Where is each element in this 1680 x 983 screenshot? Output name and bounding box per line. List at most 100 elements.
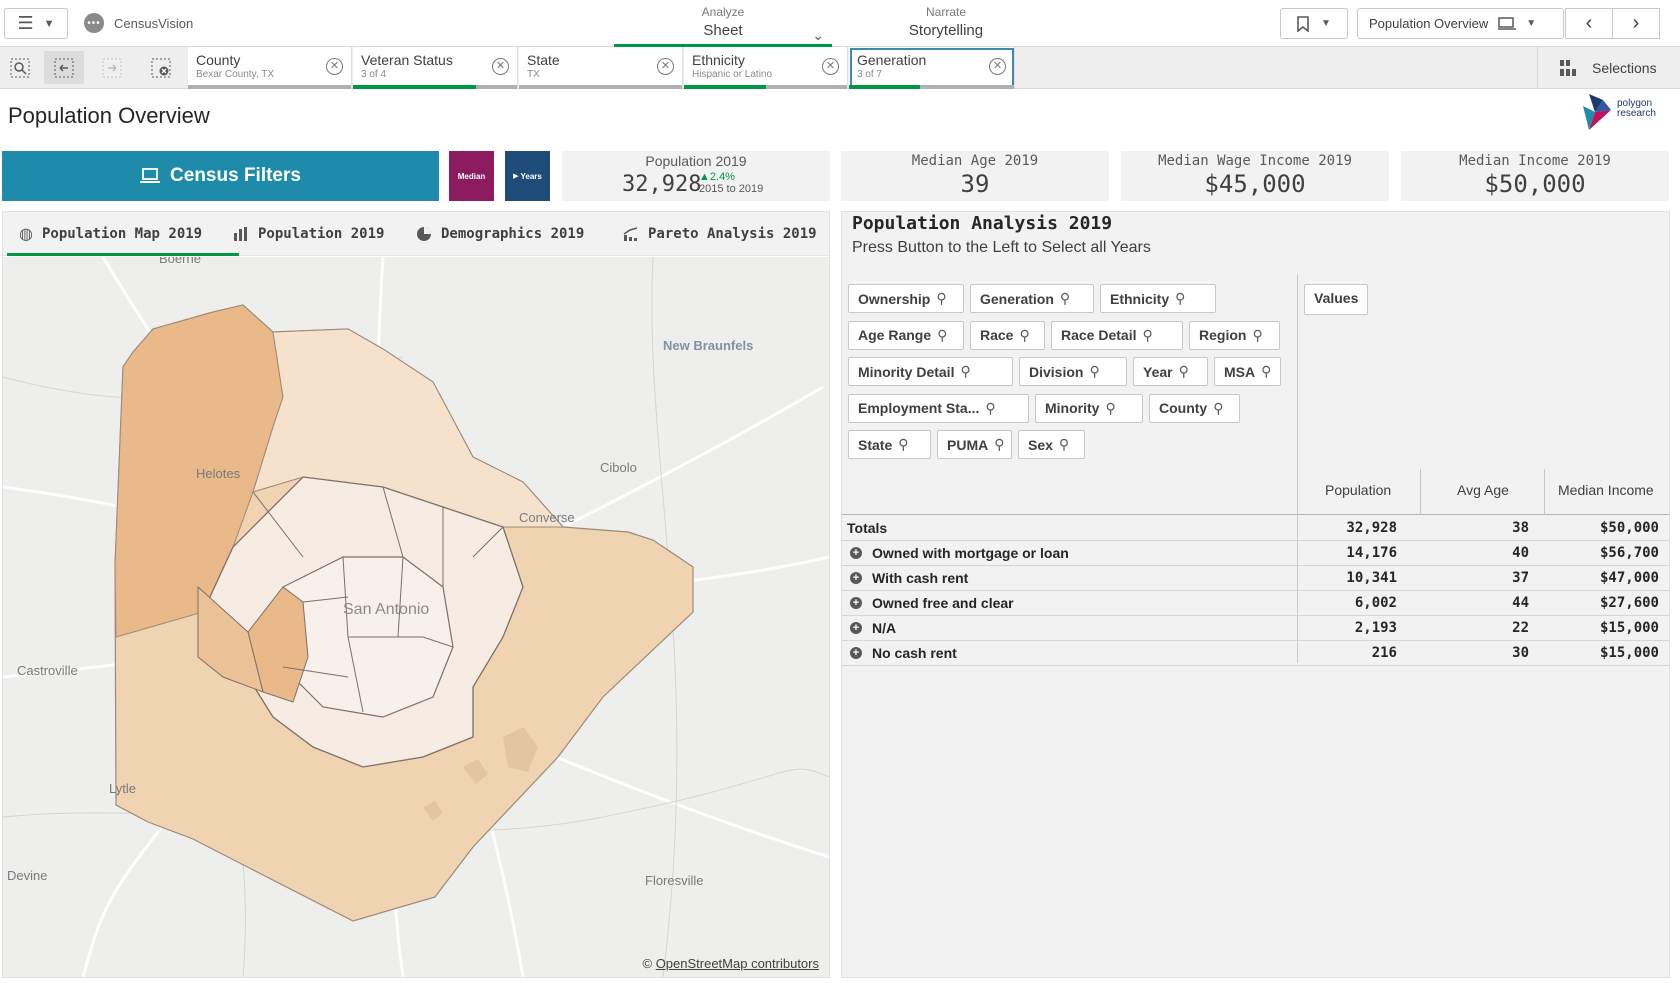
row-label[interactable]: N/A xyxy=(872,620,897,636)
search-icon[interactable]: ⚲ xyxy=(985,399,996,416)
search-icon[interactable]: ⚲ xyxy=(1059,290,1071,306)
dimension-minority[interactable]: Minority ⚲ xyxy=(1035,393,1143,423)
dimension-employment-sta[interactable]: Employment Sta... ⚲ xyxy=(848,393,1029,423)
median-label: Median xyxy=(457,171,486,181)
row-label[interactable]: With cash rent xyxy=(872,570,969,586)
search-icon[interactable]: ⚲ xyxy=(936,290,947,306)
map-canvas[interactable]: New Braunfels Helotes Cibolo Converse Sa… xyxy=(2,251,830,978)
expand-icon[interactable]: + xyxy=(850,622,862,634)
dimension-minority-detail[interactable]: Minority Detail ⚲ xyxy=(848,357,1013,386)
column-header-median-income[interactable]: Median Income xyxy=(1558,482,1654,498)
population-map[interactable]: New Braunfels Helotes Cibolo Converse Sa… xyxy=(2,251,830,978)
tab-demographics[interactable]: Demographics 2019 xyxy=(416,212,584,256)
clear-all-tool[interactable] xyxy=(141,51,181,84)
chip-value: 3 of 7 xyxy=(857,69,883,80)
median-button[interactable]: Median xyxy=(449,151,494,201)
place-label: Lytle xyxy=(109,781,136,796)
selection-chip-generation[interactable]: Generation 3 of 7 ✕ xyxy=(849,47,1015,89)
page-title: Population Overview xyxy=(8,103,210,128)
column-header-population[interactable]: Population xyxy=(1325,482,1392,498)
search-icon[interactable]: ⚲ xyxy=(1105,399,1116,416)
tab-pareto[interactable]: Pareto Analysis 2019 xyxy=(623,212,817,256)
search-icon[interactable]: ⚲ xyxy=(1019,326,1030,343)
clear-selections-icon xyxy=(151,58,171,77)
dimension-label: Ethnicity xyxy=(1110,290,1170,307)
search-icon[interactable]: ⚲ xyxy=(1213,399,1224,416)
analysis-title: Population Analysis 2019 xyxy=(852,213,1113,234)
dimension-region[interactable]: Region ⚲ xyxy=(1189,320,1280,350)
selection-chip-state[interactable]: State TX ✕ xyxy=(519,47,683,89)
search-icon[interactable]: ⚲ xyxy=(1089,363,1100,379)
selections-toggle[interactable]: Selections xyxy=(1537,47,1680,89)
dimension-msa[interactable]: MSA ⚲ xyxy=(1214,357,1281,386)
global-menu-button[interactable]: ☰ ▼ xyxy=(4,8,68,39)
clear-chip-icon[interactable]: ✕ xyxy=(492,58,509,75)
row-label[interactable]: Owned free and clear xyxy=(872,595,1014,611)
row-label[interactable]: Owned with mortgage or loan xyxy=(872,545,1069,561)
row-label[interactable]: No cash rent xyxy=(872,645,957,661)
sheet-selector[interactable]: Population Overview ▼ xyxy=(1357,8,1564,39)
dimension-state[interactable]: State ⚲ xyxy=(848,430,931,459)
selection-chip-ethnicity[interactable]: Ethnicity Hispanic or Latino ✕ xyxy=(684,47,848,89)
search-icon[interactable]: ⚲ xyxy=(1252,326,1263,343)
dimension-puma[interactable]: PUMA ⚲ xyxy=(937,430,1012,459)
mode-analyze[interactable]: Analyze Sheet ⌄ xyxy=(614,5,832,47)
next-sheet-button[interactable]: › xyxy=(1612,8,1660,39)
search-icon[interactable]: ⚲ xyxy=(1058,436,1070,452)
years-button[interactable]: ▶ Years xyxy=(505,151,550,201)
clear-chip-icon[interactable]: ✕ xyxy=(989,58,1006,75)
step-forward-tool[interactable] xyxy=(92,51,132,84)
expand-icon[interactable]: + xyxy=(850,572,862,584)
search-icon[interactable]: ⚲ xyxy=(994,436,1005,452)
dimension-age-range[interactable]: Age Range ⚲ xyxy=(848,320,964,350)
search-icon[interactable]: ⚲ xyxy=(960,363,971,379)
dimension-label: Employment Sta... xyxy=(858,400,980,416)
search-icon[interactable]: ⚲ xyxy=(1178,363,1189,379)
dimension-division[interactable]: Division ⚲ xyxy=(1019,357,1127,386)
dimension-race[interactable]: Race ⚲ xyxy=(970,320,1045,350)
dimension-year[interactable]: Year ⚲ xyxy=(1133,357,1208,386)
dimension-race-detail[interactable]: Race Detail ⚲ xyxy=(1051,320,1183,350)
dimension-sex[interactable]: Sex ⚲ xyxy=(1018,430,1085,459)
dimension-label: Sex xyxy=(1028,436,1053,453)
dimension-ownership[interactable]: Ownership ⚲ xyxy=(848,284,964,313)
openstreetmap-link[interactable]: OpenStreetMap contributors xyxy=(655,956,819,971)
bookmark-button[interactable]: ▼ xyxy=(1280,8,1348,39)
expand-icon[interactable]: + xyxy=(850,547,862,559)
search-icon[interactable]: ⚲ xyxy=(1261,363,1272,379)
tab-label: Population 2019 xyxy=(258,226,385,242)
dimension-ethnicity[interactable]: Ethnicity ⚲ xyxy=(1100,284,1216,313)
step-back-tool[interactable] xyxy=(44,51,84,84)
cell-avg-age: 37 xyxy=(1512,570,1529,586)
clear-chip-icon[interactable]: ✕ xyxy=(326,58,343,75)
search-icon[interactable]: ⚲ xyxy=(1142,326,1153,343)
tab-population[interactable]: Population 2019 xyxy=(233,212,384,256)
clear-chip-icon[interactable]: ✕ xyxy=(657,58,674,75)
years-label: Years xyxy=(520,171,542,181)
app-title[interactable]: ••• CensusVision xyxy=(84,13,193,33)
chevron-down-icon[interactable]: ⌄ xyxy=(812,27,824,43)
search-icon[interactable]: ⚲ xyxy=(937,326,948,343)
smart-search-tool[interactable] xyxy=(0,51,40,84)
mode-narrate[interactable]: Narrate Storytelling xyxy=(880,5,1012,39)
kpi-median-income-title: Median Income 2019 xyxy=(1459,153,1611,169)
census-filters-button[interactable]: Census Filters xyxy=(2,151,439,201)
search-icon[interactable]: ⚲ xyxy=(898,436,909,452)
values-button[interactable]: Values xyxy=(1304,284,1369,315)
dimension-generation[interactable]: Generation ⚲ xyxy=(970,284,1094,313)
selection-chip-veteran-status[interactable]: Veteran Status 3 of 4 ✕ xyxy=(353,47,518,89)
cell-population: 10,341 xyxy=(1346,570,1397,586)
place-label: New Braunfels xyxy=(663,338,753,353)
clear-chip-icon[interactable]: ✕ xyxy=(822,58,839,75)
expand-icon[interactable]: + xyxy=(850,597,862,609)
cell-avg-age: 44 xyxy=(1512,595,1529,611)
census-filters-label: Census Filters xyxy=(170,165,301,186)
search-icon[interactable]: ⚲ xyxy=(1175,290,1186,306)
selection-chip-county[interactable]: County Bexar County, TX ✕ xyxy=(188,47,352,89)
dimension-county[interactable]: County ⚲ xyxy=(1149,393,1240,423)
column-header-avg-age[interactable]: Avg Age xyxy=(1457,482,1509,498)
chevron-right-icon: › xyxy=(1632,12,1640,34)
expand-icon[interactable]: + xyxy=(850,647,862,659)
tab-population-map[interactable]: ◍ Population Map 2019 xyxy=(6,212,240,256)
previous-sheet-button[interactable]: ‹ xyxy=(1565,8,1613,39)
